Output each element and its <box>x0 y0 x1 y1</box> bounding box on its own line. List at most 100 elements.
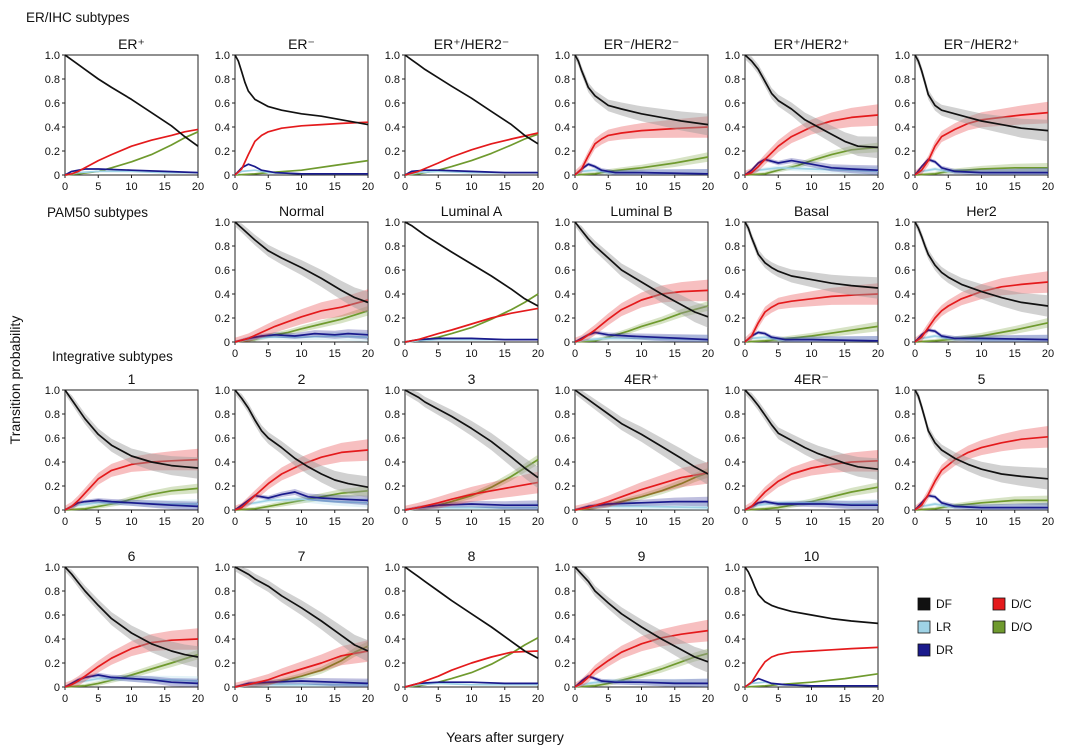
series-d-o-line <box>234 159 369 176</box>
panel-title: 9 <box>638 548 646 564</box>
panel-10: 10 0 0.2 0.4 0.6 0.8 1.0 0 5 10 15 20 <box>725 548 884 705</box>
y-tick-label: 0 <box>564 682 570 694</box>
x-tick-label: 20 <box>192 693 204 705</box>
x-tick-label: 15 <box>839 181 851 193</box>
y-tick-label: 0.4 <box>45 457 60 469</box>
x-tick-label: 20 <box>362 693 374 705</box>
y-tick-label: 0 <box>224 505 230 517</box>
x-tick-label: 0 <box>572 693 578 705</box>
y-tick-label: 1.0 <box>385 50 400 62</box>
y-tick-label: 0.6 <box>215 265 230 277</box>
x-tick-label: 0 <box>742 348 748 360</box>
series-d-c-band <box>575 279 708 342</box>
x-tick-label: 5 <box>605 181 611 193</box>
series-d-c-line <box>234 121 369 176</box>
y-tick-label: 0 <box>54 505 60 517</box>
legend-label-df: DF <box>936 597 952 611</box>
series-df-line <box>234 566 369 652</box>
y-tick-label: 0.8 <box>385 74 400 86</box>
x-tick-label: 20 <box>872 693 884 705</box>
x-tick-label: 20 <box>192 516 204 528</box>
y-tick-label: 0.6 <box>45 610 60 622</box>
y-tick-label: 0 <box>394 505 400 517</box>
y-tick-label: 1.0 <box>215 50 230 62</box>
x-tick-label: 0 <box>232 516 238 528</box>
plot-frame <box>404 566 539 688</box>
panel-title: ER⁻/HER2⁺ <box>944 36 1019 52</box>
y-tick-label: 0.2 <box>555 313 570 325</box>
y-tick-label: 1.0 <box>725 562 740 574</box>
series-df-line <box>744 54 879 149</box>
panel-title: Normal <box>279 203 324 219</box>
series-d-c-line <box>574 126 709 176</box>
legend-swatch-d-o <box>992 620 1006 634</box>
y-tick-label: 0.8 <box>555 241 570 253</box>
y-tick-label: 0.2 <box>555 658 570 670</box>
panel-er-her2: ER⁻/HER2⁺ 0 0.2 0.4 0.6 0.8 1.0 0 5 10 15 20 <box>895 36 1054 193</box>
series-dr-line <box>914 158 1048 176</box>
series-df-line <box>914 389 1049 480</box>
panel-her2: Her2 0 0.2 0.4 0.6 0.8 1.0 0 5 10 15 20 <box>895 203 1054 360</box>
y-tick-label: 0.6 <box>555 610 570 622</box>
y-tick-label: 0 <box>394 337 400 349</box>
panel-title: 8 <box>468 548 476 564</box>
x-tick-label: 5 <box>775 693 781 705</box>
y-tick-label: 0.4 <box>215 634 230 646</box>
series-d-o-line <box>914 499 1048 511</box>
series-d-c-line <box>234 299 369 343</box>
series-d-o-band <box>575 152 708 175</box>
series-df-band <box>745 390 878 480</box>
series-dr-line <box>64 168 199 176</box>
legend-label-lr: LR <box>936 620 952 634</box>
y-tick-label: 0.2 <box>555 481 570 493</box>
x-tick-label: 10 <box>465 693 477 705</box>
group-label-er-ihc: ER/IHC subtypes <box>26 10 130 25</box>
series-d-c-band <box>915 101 1048 175</box>
y-tick-label: 1.0 <box>45 50 60 62</box>
y-tick-label: 0.4 <box>895 122 910 134</box>
series-d-c-band <box>405 471 538 510</box>
y-tick-label: 0.4 <box>385 289 400 301</box>
series-d-o-line <box>574 652 709 688</box>
series-d-o-band <box>65 483 198 510</box>
x-tick-label: 5 <box>435 181 441 193</box>
x-tick-label: 15 <box>159 181 171 193</box>
panel-er: ER⁺ 0 0.2 0.4 0.6 0.8 1.0 0 5 10 15 20 <box>45 36 204 193</box>
x-tick-label: 15 <box>499 348 511 360</box>
series-d-c-band <box>235 439 368 510</box>
series-d-o-line <box>744 672 879 688</box>
y-tick-label: 0.2 <box>45 481 60 493</box>
x-tick-label: 15 <box>839 348 851 360</box>
y-tick-label: 0.6 <box>725 98 740 110</box>
series-dr-band <box>65 672 198 687</box>
y-tick-label: 0.8 <box>385 409 400 421</box>
y-tick-label: 0.6 <box>725 433 740 445</box>
panel-basal: Basal 0 0.2 0.4 0.6 0.8 1.0 0 5 10 15 20 <box>725 203 884 360</box>
series-df-line <box>234 54 369 126</box>
y-tick-label: 0.8 <box>895 241 910 253</box>
y-tick-label: 0 <box>224 337 230 349</box>
x-tick-label: 10 <box>295 693 307 705</box>
series-dr-band <box>405 500 538 510</box>
series-df-band <box>65 567 198 668</box>
panel-title: ER⁺/HER2⁻ <box>434 36 509 52</box>
series-d-c-line <box>744 114 879 176</box>
x-tick-label: 20 <box>532 181 544 193</box>
series-d-c-band <box>745 450 878 510</box>
x-tick-label: 10 <box>805 516 817 528</box>
y-tick-label: 0.2 <box>385 313 400 325</box>
y-tick-label: 1.0 <box>555 217 570 229</box>
y-tick-label: 0 <box>734 337 740 349</box>
y-tick-label: 1.0 <box>215 562 230 574</box>
y-tick-label: 0.8 <box>385 586 400 598</box>
x-tick-label: 5 <box>265 693 271 705</box>
x-tick-label: 0 <box>62 693 68 705</box>
panel-4er: 4ER⁻ 0 0.2 0.4 0.6 0.8 1.0 0 5 10 15 20 <box>725 371 884 528</box>
y-tick-label: 0.8 <box>45 409 60 421</box>
panel-title: 3 <box>468 371 476 387</box>
panel-7: 7 0 0.2 0.4 0.6 0.8 1.0 0 5 10 15 20 <box>215 548 374 705</box>
series-lr-band <box>65 499 198 510</box>
y-tick-label: 0.6 <box>555 98 570 110</box>
y-tick-label: 0.4 <box>555 122 570 134</box>
